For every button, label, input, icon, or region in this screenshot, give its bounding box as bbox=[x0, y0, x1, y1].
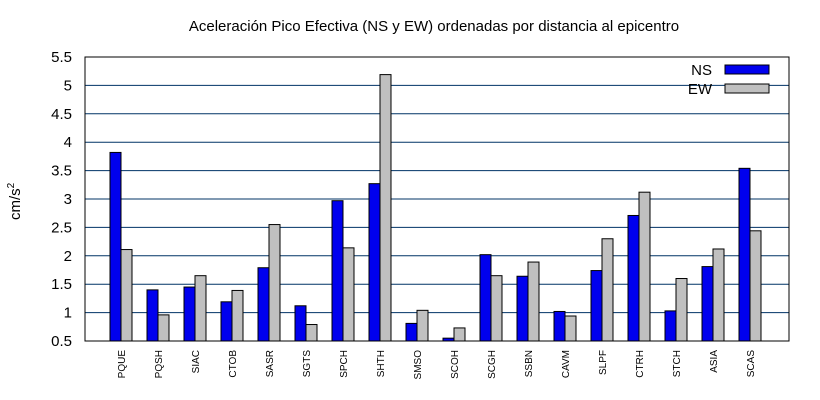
x-tick-label: SASR bbox=[265, 350, 276, 377]
x-tick-label: CAVM bbox=[561, 350, 572, 378]
bar-ew-slpf bbox=[601, 238, 614, 342]
y-tick-label: 3 bbox=[64, 191, 72, 208]
x-tick-label: SCOH bbox=[450, 350, 461, 379]
x-tick-label: CTRH bbox=[635, 350, 646, 378]
y-tick-label: 5.5 bbox=[51, 49, 72, 66]
x-tick-label: SCGH bbox=[487, 350, 498, 379]
bar-ns-sasr bbox=[257, 267, 270, 342]
y-axis-label: cm/s2 bbox=[6, 182, 24, 220]
bar-ns-cavm bbox=[553, 310, 566, 342]
bar-ns-spch bbox=[331, 200, 344, 342]
bar-ew-siac bbox=[194, 275, 207, 342]
x-tick-label: STCH bbox=[672, 350, 683, 377]
legend-label-ew: EW bbox=[688, 81, 713, 98]
plot-frame bbox=[84, 56, 790, 342]
bar-ns-pque bbox=[109, 151, 122, 342]
x-tick-label: SGTS bbox=[302, 350, 313, 378]
bar-ns-stch bbox=[664, 310, 677, 342]
bar-ew-smso bbox=[416, 309, 429, 342]
y-tick-label: 4.5 bbox=[51, 106, 72, 123]
legend-swatch-ns bbox=[724, 64, 770, 75]
bar-ns-ctob bbox=[220, 301, 233, 342]
bar-ew-scgh bbox=[490, 275, 503, 342]
x-tick-label: PQUE bbox=[117, 350, 128, 379]
bar-ns-sgts bbox=[294, 305, 307, 342]
x-tick-label: SCAS bbox=[746, 350, 757, 378]
x-tick-label: ASIA bbox=[709, 350, 720, 373]
bar-ns-siac bbox=[183, 286, 196, 342]
bar-ns-asia bbox=[701, 266, 714, 342]
legend-swatch-ew bbox=[724, 83, 770, 94]
y-tick-label: 5 bbox=[64, 77, 72, 94]
bar-ew-cavm bbox=[564, 315, 577, 342]
chart-title: Aceleración Pico Efectiva (NS y EW) orde… bbox=[189, 18, 679, 35]
y-axis-label-unit: cm/s bbox=[7, 188, 24, 220]
y-tick-label: 2.5 bbox=[51, 219, 72, 236]
y-tick-layer: 0.5 1 1.5 2 2.5 3 3.5 4 4.5 5 5.5 bbox=[51, 49, 72, 350]
bar-ew-ctrh bbox=[638, 191, 651, 342]
y-tick-label: 0.5 bbox=[51, 333, 72, 350]
bar-ew-stch bbox=[675, 278, 688, 342]
x-tick-label: SIAC bbox=[191, 350, 202, 373]
y-tick-label: 1 bbox=[64, 305, 72, 322]
bar-ew-sasr bbox=[268, 224, 281, 342]
bar-ns-shth bbox=[368, 183, 381, 342]
x-tick-label: PQSH bbox=[154, 350, 165, 378]
bar-ns-pqsh bbox=[146, 289, 159, 342]
y-tick-label: 4 bbox=[64, 134, 72, 151]
bar-ns-ctrh bbox=[627, 214, 640, 342]
bar-ns-scas bbox=[738, 167, 751, 342]
legend: NS EW bbox=[688, 62, 770, 98]
bar-layer bbox=[109, 74, 762, 342]
y-tick-label: 2 bbox=[64, 248, 72, 265]
y-axis-label-exponent: 2 bbox=[6, 182, 17, 188]
legend-label-ns: NS bbox=[691, 62, 712, 79]
bar-ew-asia bbox=[712, 248, 725, 342]
x-tick-label: SHTH bbox=[376, 350, 387, 377]
bar-ns-ssbn bbox=[516, 275, 529, 342]
bar-ew-ctob bbox=[231, 289, 244, 342]
bar-ew-scoh bbox=[453, 327, 466, 342]
x-tick-label: SPCH bbox=[339, 350, 350, 378]
bar-ns-slpf bbox=[590, 270, 603, 342]
x-tick-label: SMSO bbox=[413, 350, 424, 380]
bar-ew-spch bbox=[342, 247, 355, 342]
bar-ew-ssbn bbox=[527, 261, 540, 342]
bar-ew-shth bbox=[379, 74, 392, 342]
bar-ew-scas bbox=[749, 230, 762, 342]
y-tick-label: 1.5 bbox=[51, 276, 72, 293]
x-tick-layer: PQUE PQSH SIAC CTOB SASR SGTS SPCH SHTH SMSO SCOH… bbox=[117, 350, 757, 380]
bar-ew-pque bbox=[120, 249, 133, 342]
x-tick-label: SLPF bbox=[598, 350, 609, 375]
bar-ns-smso bbox=[405, 322, 418, 342]
bar-ns-scgh bbox=[479, 254, 492, 342]
x-tick-label: CTOB bbox=[228, 350, 239, 378]
bar-ew-sgts bbox=[305, 324, 318, 342]
x-tick-label: SSBN bbox=[524, 350, 535, 377]
y-tick-label: 3.5 bbox=[51, 163, 72, 180]
bar-ew-pqsh bbox=[157, 314, 170, 342]
